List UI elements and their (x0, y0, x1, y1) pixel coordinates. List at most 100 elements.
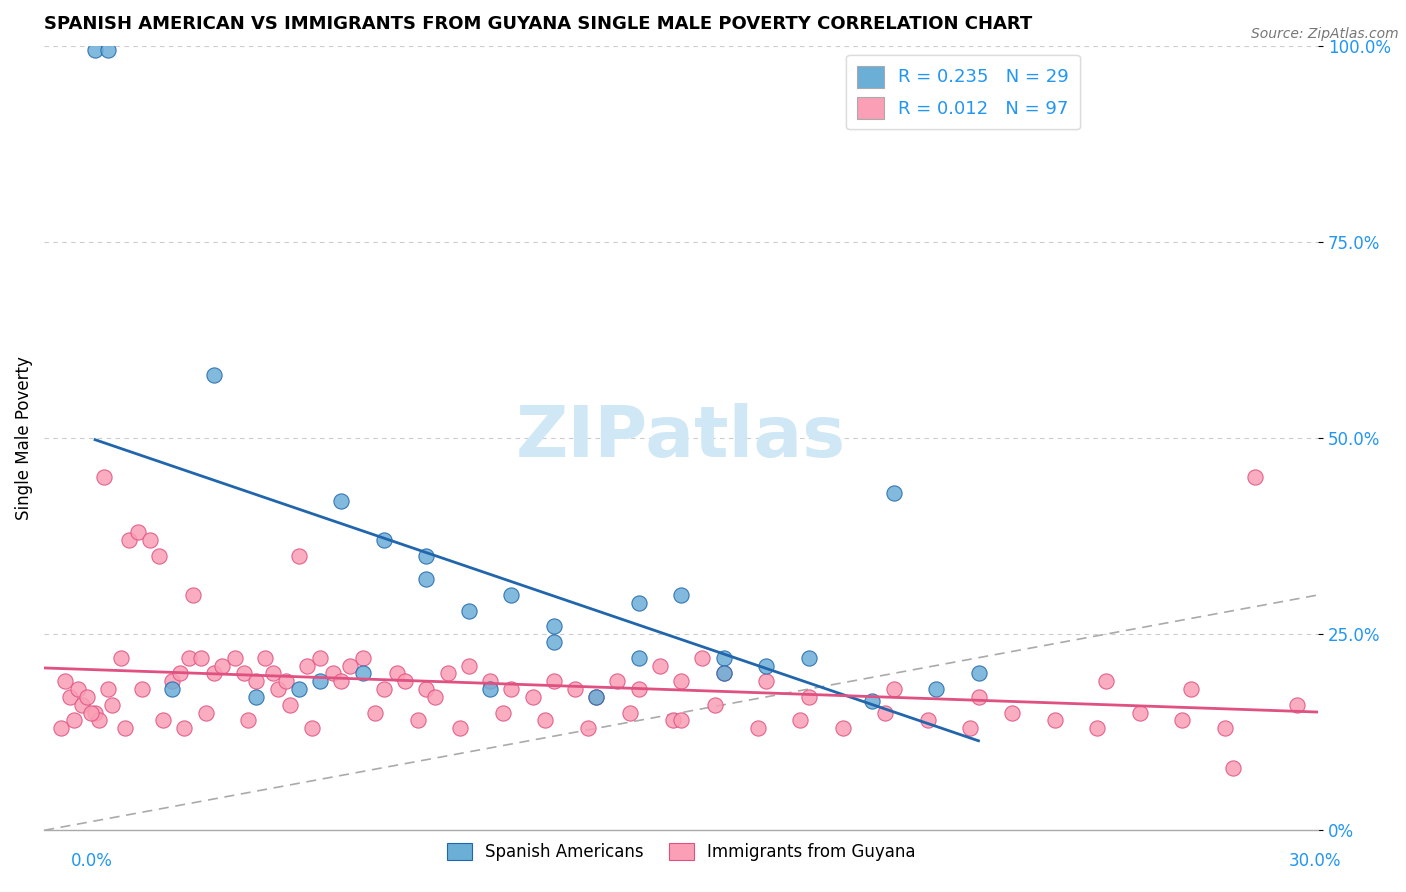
Point (585, 690, 607, 704)
Point (110, 650, 132, 665)
Point (436, 666, 458, 681)
Point (797, 650, 820, 665)
Point (1243, 470, 1265, 484)
Point (84, 706, 107, 720)
Point (713, 666, 735, 681)
Point (1180, 682, 1202, 697)
Point (1171, 714, 1194, 728)
Point (76, 690, 98, 704)
Point (661, 714, 683, 728)
Point (492, 706, 515, 720)
Point (181, 588, 204, 602)
Point (457, 604, 479, 618)
Point (84, 43, 107, 57)
Point (288, 549, 311, 563)
Point (564, 682, 586, 697)
Point (627, 596, 650, 610)
Point (160, 682, 183, 697)
Point (669, 714, 692, 728)
Point (415, 549, 437, 563)
Point (245, 690, 267, 704)
Point (160, 674, 183, 689)
Point (1286, 698, 1309, 712)
Point (917, 714, 939, 728)
Point (755, 658, 778, 673)
Point (1222, 760, 1244, 774)
Point (322, 666, 344, 681)
Point (101, 698, 124, 712)
Point (627, 682, 650, 697)
Point (53, 674, 76, 689)
Point (49, 721, 72, 735)
Point (860, 694, 883, 708)
Point (253, 650, 276, 665)
Point (352, 666, 374, 681)
Point (127, 525, 149, 540)
Point (80, 706, 103, 720)
Point (627, 650, 650, 665)
Text: SPANISH AMERICAN VS IMMIGRANTS FROM GUYANA SINGLE MALE POVERTY CORRELATION CHART: SPANISH AMERICAN VS IMMIGRANTS FROM GUYA… (44, 15, 1032, 33)
Point (576, 721, 599, 735)
Point (704, 698, 727, 712)
Point (479, 682, 502, 697)
Point (373, 682, 395, 697)
Point (873, 706, 896, 720)
Point (1043, 714, 1066, 728)
Point (297, 658, 319, 673)
Point (352, 650, 374, 665)
Point (118, 533, 141, 547)
Point (423, 690, 446, 704)
Point (97, 43, 120, 57)
Point (276, 674, 298, 689)
Point (747, 721, 769, 735)
Point (457, 658, 479, 673)
Text: Source: ZipAtlas.com: Source: ZipAtlas.com (1251, 27, 1399, 41)
Point (1087, 721, 1109, 735)
Point (194, 706, 217, 720)
Point (619, 706, 641, 720)
Point (692, 650, 714, 665)
Point (925, 682, 948, 697)
Point (1095, 674, 1118, 689)
Point (385, 666, 408, 681)
Point (93, 470, 115, 484)
Point (669, 588, 692, 602)
Point (543, 635, 565, 649)
Point (72, 698, 94, 712)
Point (406, 714, 429, 728)
Point (330, 674, 353, 689)
Point (139, 533, 162, 547)
Point (330, 493, 353, 508)
Point (501, 682, 523, 697)
Point (883, 682, 905, 697)
Point (58, 690, 80, 704)
Point (585, 690, 607, 704)
Point (373, 533, 395, 547)
Point (543, 674, 565, 689)
Point (131, 682, 153, 697)
Point (89, 714, 111, 728)
Point (415, 572, 437, 586)
Point (114, 721, 136, 735)
Point (967, 690, 990, 704)
Point (152, 714, 174, 728)
Point (479, 674, 502, 689)
Point (63, 714, 86, 728)
Point (755, 674, 778, 689)
Point (177, 650, 200, 665)
Point (522, 690, 544, 704)
Point (202, 666, 225, 681)
Point (415, 682, 437, 697)
Point (959, 721, 981, 735)
Point (211, 658, 233, 673)
Point (883, 486, 905, 500)
Point (339, 658, 361, 673)
Point (606, 674, 628, 689)
Point (789, 714, 811, 728)
Legend: R = 0.235   N = 29, R = 0.012   N = 97: R = 0.235 N = 29, R = 0.012 N = 97 (846, 54, 1080, 129)
Point (1213, 721, 1236, 735)
Point (267, 682, 290, 697)
Point (224, 650, 246, 665)
Point (169, 666, 191, 681)
Point (394, 674, 416, 689)
